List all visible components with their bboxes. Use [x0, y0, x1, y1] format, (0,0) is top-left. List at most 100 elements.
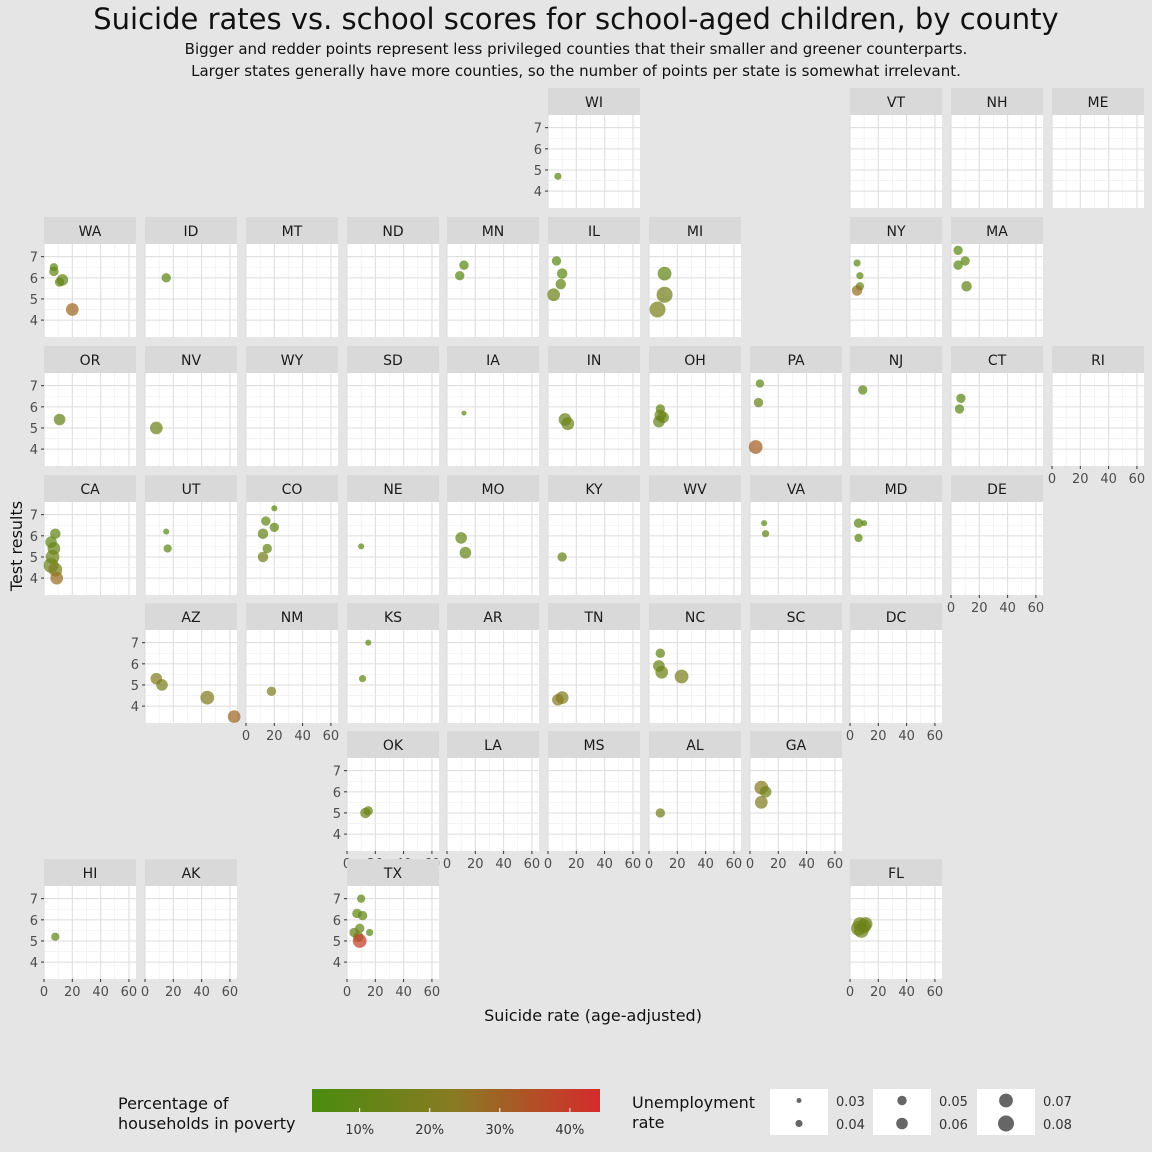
panel-or: OR 4 5 6 7	[30, 346, 136, 466]
panel-background	[548, 502, 640, 595]
data-point	[753, 397, 764, 408]
color-legend-label: 10%	[345, 1123, 374, 1138]
data-point	[551, 256, 562, 266]
panel-background	[347, 373, 439, 466]
data-point	[554, 172, 562, 180]
panel-background	[145, 502, 237, 595]
y-tick-label: 6	[30, 401, 38, 416]
data-point	[53, 413, 66, 426]
panel-strip	[548, 475, 640, 502]
size-legend-label: 0.05	[939, 1095, 968, 1110]
panel-sc: SC	[749, 603, 842, 723]
panel-strip-label: IN	[587, 353, 602, 369]
x-tick-label: 60	[625, 857, 642, 872]
panel-strip-label: WA	[79, 224, 102, 240]
panel-de: DE 0 20 40 60	[947, 475, 1044, 616]
data-point	[257, 551, 269, 563]
data-point	[552, 693, 564, 706]
data-point	[163, 544, 172, 553]
panel-strip	[246, 217, 338, 244]
y-tick-label: 6	[30, 914, 38, 929]
data-point	[365, 639, 372, 646]
data-point	[163, 528, 170, 535]
y-tick-label: 7	[131, 637, 139, 652]
size-legend-point	[795, 1119, 803, 1128]
panel-strip	[447, 346, 539, 373]
panel-background	[447, 630, 539, 723]
panel-ar: AR	[446, 603, 539, 723]
data-point	[547, 288, 561, 302]
panel-background	[951, 115, 1043, 208]
panel-strip	[246, 346, 338, 373]
panel-oh: OH	[648, 346, 741, 466]
panel-la: LA 0 20 40 60	[443, 731, 540, 872]
panel-strip	[649, 475, 741, 502]
panel-background	[750, 502, 842, 595]
y-tick-label: 5	[30, 293, 38, 308]
panel-strip	[850, 859, 942, 886]
panel-strip-label: AK	[182, 866, 202, 882]
panel-co: CO	[245, 475, 338, 595]
panel-strip-label: MS	[584, 738, 605, 754]
data-point	[861, 520, 868, 527]
size-legend-label: 0.03	[836, 1095, 865, 1110]
panel-strip-label: ME	[1088, 95, 1109, 111]
y-tick-label: 4	[30, 956, 38, 971]
y-tick-label: 5	[30, 422, 38, 437]
data-point	[50, 571, 64, 585]
panel-ms: MS 0 20 40 60	[544, 731, 641, 872]
data-point	[54, 277, 65, 287]
panel-strip	[548, 603, 640, 630]
panel-strip	[347, 731, 439, 758]
panel-background	[850, 630, 942, 723]
size-legend-title: Unemployment rate	[632, 1093, 755, 1133]
panel-strip-label: LA	[484, 738, 502, 754]
panel-strip	[951, 475, 1043, 502]
panel-strip	[145, 859, 237, 886]
data-point	[358, 543, 365, 550]
panel-nj: NJ	[849, 346, 942, 466]
data-point	[65, 303, 79, 316]
x-tick-label: 0	[544, 857, 552, 872]
y-tick-label: 7	[534, 122, 542, 137]
panel-nv: NV	[144, 346, 237, 466]
panel-strip	[649, 731, 741, 758]
size-legend-point	[796, 1098, 802, 1103]
panel-strip-label: OH	[684, 353, 706, 369]
y-tick-label: 6	[333, 914, 341, 929]
x-tick-label: 20	[568, 857, 585, 872]
panel-mo: MO	[446, 475, 539, 595]
panel-strip-label: AZ	[181, 610, 200, 626]
panel-wy: WY	[245, 346, 338, 466]
size-legend-point	[998, 1115, 1014, 1132]
data-point	[649, 301, 666, 318]
panel-strip-label: MT	[282, 224, 303, 240]
panel-strip-label: KY	[585, 482, 603, 498]
panel-pa: PA	[748, 346, 842, 466]
color-legend-title-line1: Percentage of	[118, 1094, 229, 1113]
x-tick-label: 20	[467, 857, 484, 872]
panel-strip-label: MO	[481, 482, 504, 498]
color-legend-label: 20%	[415, 1123, 444, 1138]
panel-strip-label: WI	[585, 95, 603, 111]
panel-strip	[145, 346, 237, 373]
x-tick-label: 0	[1048, 472, 1056, 487]
size-legend-label: 0.06	[939, 1118, 968, 1133]
panel-strip-label: CA	[80, 482, 100, 498]
y-tick-label: 4	[534, 185, 542, 200]
panel-background	[750, 373, 842, 466]
data-point	[357, 910, 368, 921]
panel-ri: RI 0 20 40 60	[1048, 346, 1145, 487]
panel-background	[1052, 115, 1144, 208]
panel-strip	[145, 603, 237, 630]
panel-strip	[750, 475, 842, 502]
data-point	[851, 285, 863, 296]
data-point	[266, 686, 277, 696]
x-tick-label: 0	[443, 857, 451, 872]
panel-strip-label: MA	[986, 224, 1008, 240]
panel-background	[447, 758, 539, 851]
panel-strip-label: NH	[987, 95, 1008, 111]
y-tick-label: 5	[534, 164, 542, 179]
data-point	[49, 266, 59, 277]
